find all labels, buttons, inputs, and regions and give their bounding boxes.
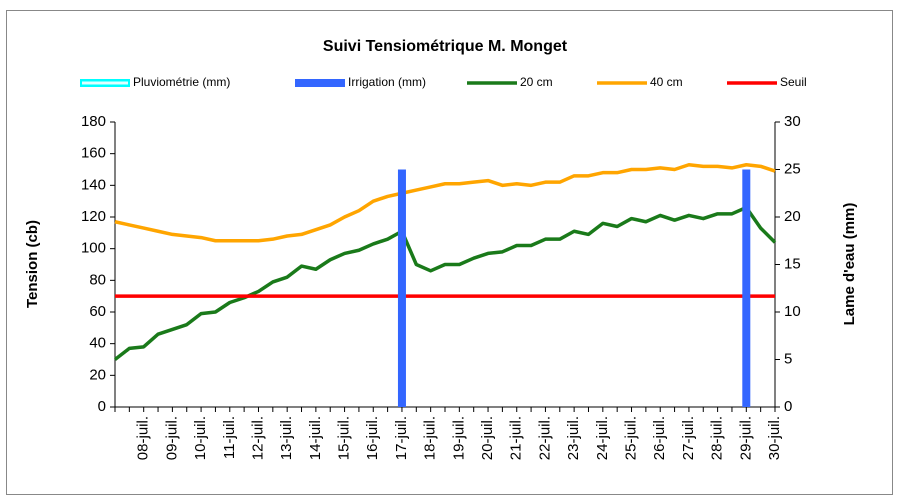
y2-axis-label: Lame d'eau (mm) bbox=[841, 203, 858, 326]
x-tick-label: 20-juil. bbox=[479, 416, 496, 460]
y-tick-label: 120 bbox=[81, 208, 106, 225]
x-tick-label: 18-juil. bbox=[422, 416, 439, 460]
x-tick-label: 17-juil. bbox=[393, 416, 410, 460]
x-tick-label: 08-juil. bbox=[135, 416, 152, 460]
x-tick-label: 13-juil. bbox=[278, 416, 295, 460]
y2-tick-label: 5 bbox=[784, 350, 792, 367]
y-tick-label: 180 bbox=[81, 113, 106, 130]
y-tick-label: 20 bbox=[89, 366, 106, 383]
y2-tick-label: 25 bbox=[784, 160, 801, 177]
x-tick-label: 19-juil. bbox=[450, 416, 467, 460]
x-tick-label: 23-juil. bbox=[565, 416, 582, 460]
y-tick-label: 80 bbox=[89, 271, 106, 288]
x-tick-label: 16-juil. bbox=[364, 416, 381, 460]
x-tick-label: 21-juil. bbox=[508, 416, 525, 460]
x-tick-label: 24-juil. bbox=[594, 416, 611, 460]
chart-title: Suivi Tensiométrique M. Monget bbox=[323, 38, 568, 55]
x-tick-label: 25-juil. bbox=[622, 416, 639, 460]
y-tick-label: 160 bbox=[81, 145, 106, 162]
x-tick-label: 15-juil. bbox=[336, 416, 353, 460]
series-line bbox=[114, 163, 776, 243]
x-tick-label: 22-juil. bbox=[536, 416, 553, 460]
x-tick-label: 27-juil. bbox=[680, 416, 697, 460]
x-tick-label: 12-juil. bbox=[249, 416, 266, 460]
x-tick-label: 14-juil. bbox=[307, 416, 324, 460]
legend-swatch bbox=[295, 79, 345, 87]
bar bbox=[397, 169, 406, 407]
y-tick-label: 0 bbox=[98, 398, 106, 415]
x-tick-label: 30-juil. bbox=[766, 416, 783, 460]
legend-label: Pluviométrie (mm) bbox=[133, 75, 230, 89]
x-tick-label: 29-juil. bbox=[737, 416, 754, 460]
legend-swatch-inner bbox=[82, 81, 128, 85]
y2-tick-label: 20 bbox=[784, 208, 801, 225]
legend-label: Seuil bbox=[780, 75, 807, 89]
x-tick-label: 26-juil. bbox=[651, 416, 668, 460]
y2-tick-label: 15 bbox=[784, 255, 801, 272]
y2-tick-label: 10 bbox=[784, 303, 801, 320]
series-line bbox=[113, 205, 777, 361]
legend-label: 40 cm bbox=[650, 75, 683, 89]
x-tick-label: 10-juil. bbox=[192, 416, 209, 460]
x-tick-label: 11-juil. bbox=[221, 416, 238, 459]
y-tick-label: 140 bbox=[81, 176, 106, 193]
y-tick-label: 100 bbox=[81, 240, 106, 257]
y-tick-label: 60 bbox=[89, 303, 106, 320]
y2-tick-label: 30 bbox=[784, 113, 801, 130]
y-axis-label: Tension (cb) bbox=[24, 220, 41, 308]
x-tick-label: 09-juil. bbox=[163, 416, 180, 460]
legend-label: 20 cm bbox=[520, 75, 553, 89]
legend-label: Irrigation (mm) bbox=[348, 75, 426, 89]
y2-tick-label: 0 bbox=[784, 398, 792, 415]
bar bbox=[742, 169, 751, 407]
y-tick-label: 40 bbox=[89, 335, 106, 352]
x-tick-label: 28-juil. bbox=[709, 416, 726, 460]
